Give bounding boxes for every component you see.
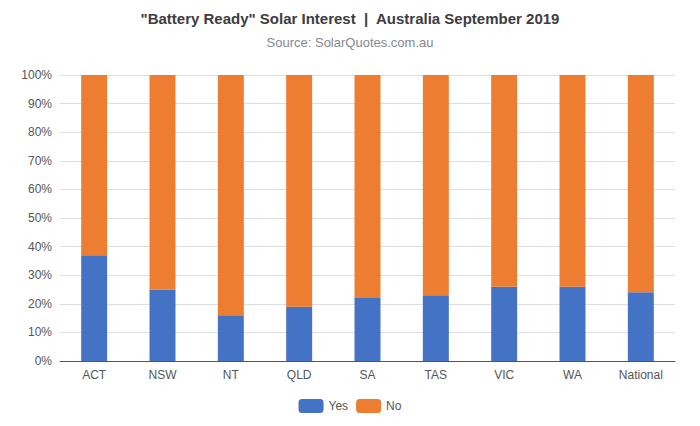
svg-text:20%: 20% xyxy=(28,297,52,311)
svg-text:80%: 80% xyxy=(28,125,52,139)
svg-text:VIC: VIC xyxy=(494,368,514,382)
svg-text:Source: SolarQuotes.com.au: Source: SolarQuotes.com.au xyxy=(267,35,434,50)
svg-text:No: No xyxy=(386,399,402,413)
svg-text:90%: 90% xyxy=(28,97,52,111)
svg-text:National: National xyxy=(619,368,663,382)
svg-text:Yes: Yes xyxy=(329,399,349,413)
svg-text:ACT: ACT xyxy=(82,368,107,382)
svg-text:70%: 70% xyxy=(28,154,52,168)
svg-text:SA: SA xyxy=(359,368,375,382)
svg-text:100%: 100% xyxy=(21,68,52,82)
svg-text:10%: 10% xyxy=(28,325,52,339)
svg-text:40%: 40% xyxy=(28,240,52,254)
svg-text:60%: 60% xyxy=(28,182,52,196)
svg-text:50%: 50% xyxy=(28,211,52,225)
svg-text:0%: 0% xyxy=(35,354,53,368)
svg-text:WA: WA xyxy=(563,368,582,382)
svg-text:TAS: TAS xyxy=(425,368,447,382)
svg-text:NSW: NSW xyxy=(149,368,178,382)
svg-text:QLD: QLD xyxy=(287,368,312,382)
svg-text:"Battery Ready" Solar Interest: "Battery Ready" Solar Interest | Austral… xyxy=(141,10,560,27)
svg-text:30%: 30% xyxy=(28,268,52,282)
svg-text:NT: NT xyxy=(223,368,240,382)
